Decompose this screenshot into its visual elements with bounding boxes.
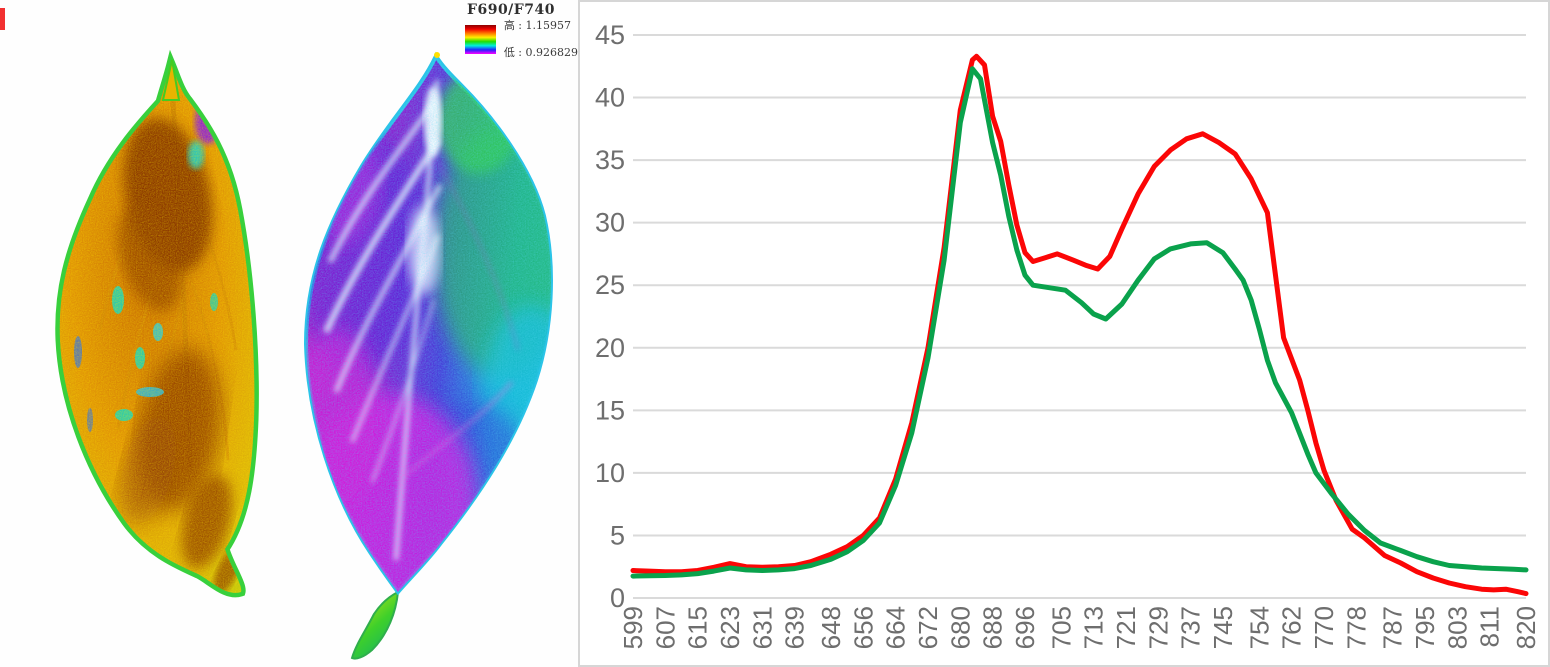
x-axis-tick-label: 745 [1208,606,1238,649]
x-axis-tick-label: 762 [1277,606,1307,649]
x-axis-tick-label: 696 [1010,606,1040,649]
leaf-petiole-hook [350,590,400,660]
x-axis-tick-label: 721 [1111,606,1141,649]
x-axis-tick-label: 615 [683,606,713,649]
leaf-images-svg [0,52,553,660]
x-axis-tick-label: 631 [747,606,777,649]
leaf-image-low-ratio [304,52,553,660]
y-axis-tick-label: 10 [595,458,625,488]
x-axis-tick-label: 607 [650,606,680,649]
left-edge-red-artifact [0,8,5,30]
y-axis-tick-label: 15 [595,395,625,425]
x-axis-tick-label: 737 [1176,606,1206,649]
x-axis-tick-label: 688 [978,606,1008,649]
y-axis-tick-label: 45 [595,20,625,50]
x-axis-tick-label: 656 [848,606,878,649]
x-axis-tick-label: 778 [1341,606,1371,649]
colorbar-high-label: 高 : 1.15957 [503,19,571,32]
x-axis-tick-label: 664 [881,606,911,649]
x-axis-tick-label: 623 [715,606,745,649]
y-axis-tick-label: 5 [610,520,625,550]
fluorescence-imaging-panel: F690/F740 高 : 1.15957 低 : 0.926829 [0,0,578,667]
x-axis-tick-label: 705 [1046,606,1076,649]
y-axis-tick-label: 35 [595,145,625,175]
y-axis-tick-label: 30 [595,208,625,238]
legend-title: F690/F740 [467,2,555,18]
x-axis-tick-label: 820 [1511,606,1541,649]
x-axis-tick-label: 599 [618,606,648,649]
x-axis-tick-label: 713 [1079,606,1109,649]
y-axis-tick-label: 20 [595,333,625,363]
series-line-red [630,53,1529,597]
x-axis-tick-label: 648 [816,606,846,649]
spectrum-chart-panel: 0 5 10 15 20 25 30 35 40 45 599 607 615 623 631 639 648 6… [578,0,1550,667]
x-axis-tick-label: 811 [1475,606,1505,647]
colorbar [465,25,496,54]
x-axis-tick-label: 803 [1442,606,1472,649]
x-axis-tick-label: 770 [1309,606,1339,649]
leaf-tip-dot [434,52,440,58]
y-axis-tick-label: 25 [595,270,625,300]
series-line-green [630,66,1529,579]
y-axis-tick-label: 40 [595,83,625,113]
x-axis-tick-label: 672 [913,606,943,649]
x-axis-tick-label: 795 [1410,606,1440,649]
x-axis-tick-label: 787 [1378,606,1408,649]
x-axis-tick-label: 754 [1244,606,1274,649]
x-axis-tick-label: 729 [1143,606,1173,649]
y-axis-tick-label: 0 [610,583,625,613]
x-axis-tick-label: 639 [780,606,810,649]
leaf-image-high-ratio [45,55,270,615]
x-axis-tick-label: 680 [945,606,975,649]
colorbar-legend: F690/F740 高 : 1.15957 低 : 0.926829 [444,2,578,58]
colorbar-low-label: 低 : 0.926829 [503,46,578,59]
